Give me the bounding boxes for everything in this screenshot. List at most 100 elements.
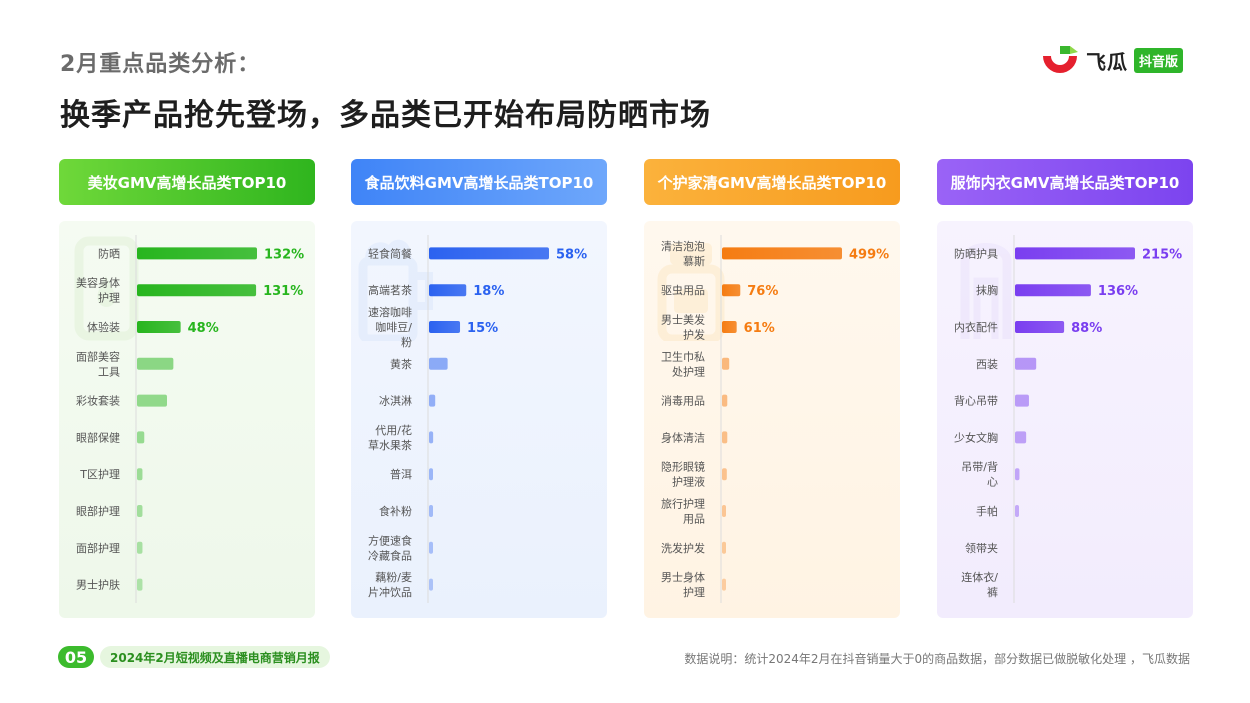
dress-watermark-icon	[960, 243, 1012, 339]
category-label: 吊带/背心	[961, 460, 998, 489]
category-label: 旅行护理用品	[661, 497, 705, 526]
logo-badge: 抖音版	[1134, 47, 1184, 73]
bar	[429, 284, 467, 297]
bar	[137, 284, 257, 297]
data-label: 136%	[1098, 284, 1138, 299]
bar	[429, 578, 433, 591]
data-label: 215%	[1142, 247, 1182, 262]
bar	[722, 394, 728, 407]
panel-food: 食品饮料GMV高增长品类TOP10 轻食简餐 58% 高端茗茶 18% 速溶咖啡咖啡豆/…	[351, 159, 607, 620]
bar	[137, 247, 257, 260]
category-label: 食补粉	[379, 504, 412, 518]
chart-area: 防晒护具 215% 抹胸 136% 内衣配件 88% 西装 背心吊带 少女文胸 吊带/背心 手帕 领带…	[937, 221, 1193, 618]
bar	[722, 578, 726, 591]
data-label: 61%	[744, 321, 775, 336]
chart-area: 防晒 132% 美容身体护理 131% 体验装 48% 面部美容工具 彩妆套装 眼部保健 T区护理…	[59, 221, 315, 618]
category-label: 清洁泡泡慕斯	[661, 239, 705, 268]
personal-care-bar-chart: 清洁泡泡慕斯 499% 驱虫用品 76% 男士美发护发 61% 卫生巾私处护理消毒用品身体清…	[661, 235, 889, 603]
category-label: 体验装	[87, 320, 120, 334]
bar	[429, 541, 433, 554]
category-label: 藕粉/麦片冲饮品	[368, 571, 412, 599]
category-label: 高端茗茶	[368, 283, 412, 297]
bar	[722, 541, 726, 554]
category-label: 普洱	[390, 467, 412, 481]
bar	[137, 468, 143, 481]
panel-apparel: 服饰内衣GMV高增长品类TOP10 防晒护具 215% 抹胸 136% 内衣配件 88% 西…	[937, 159, 1193, 620]
page-headline: 换季产品抢先登场，多品类已开始布局防晒市场	[60, 98, 711, 133]
bar	[137, 321, 181, 333]
bar	[722, 431, 728, 444]
bar	[429, 431, 434, 444]
category-label: 男士美发护发	[661, 313, 705, 342]
category-label: 消毒用品	[661, 394, 705, 408]
category-label: 防晒	[98, 246, 120, 260]
bar	[429, 394, 436, 407]
category-label: 眼部护理	[76, 504, 120, 518]
report-name: 2024年2月短视频及直播电商营销月报	[100, 646, 330, 668]
chart-area: 清洁泡泡慕斯 499% 驱虫用品 76% 男士美发护发 61% 卫生巾私处护理 消毒用品 身体清…	[644, 221, 900, 618]
footer-report-tag: 05 2024年2月短视频及直播电商营销月报	[58, 646, 330, 668]
bar	[429, 321, 461, 333]
data-label: 131%	[263, 284, 303, 299]
jar-watermark-icon	[657, 243, 725, 341]
feigua-logo: 飞瓜 抖音版	[1040, 44, 1184, 76]
bar	[429, 357, 448, 370]
category-label: 代用/花草水果茶	[368, 424, 412, 452]
category-label: 男士身体护理	[661, 570, 705, 599]
bar	[722, 247, 842, 260]
bottle-watermark-icon	[74, 236, 139, 341]
bar	[137, 431, 145, 444]
data-label: 58%	[556, 247, 587, 262]
bar	[429, 468, 433, 481]
panel-beauty: 美妆GMV高增长品类TOP10 防晒 132% 美容身体护理 131% 体验装 48% 面部…	[59, 159, 315, 620]
panel-personal-care: 个护家清GMV高增长品类TOP10 清洁泡泡慕斯 499% 驱虫用品 76% 男士美发护…	[644, 159, 900, 620]
bar	[1015, 321, 1065, 333]
logo-text: 飞瓜	[1086, 49, 1128, 74]
data-label: 15%	[467, 321, 498, 336]
panel-header: 个护家清GMV高增长品类TOP10	[644, 159, 900, 205]
bar	[137, 394, 167, 407]
data-label: 76%	[747, 284, 778, 299]
section-subtitle: 2月重点品类分析：	[60, 52, 261, 77]
data-label: 499%	[849, 247, 889, 262]
chart-area: 轻食简餐 58% 高端茗茶 18% 速溶咖啡咖啡豆/粉 15% 黄茶 冰淇淋 代用/花草水果茶普…	[351, 221, 607, 618]
food-bar-chart: 轻食简餐 58% 高端茗茶 18% 速溶咖啡咖啡豆/粉 15% 黄茶冰淇淋代用/花草水果茶普…	[368, 235, 587, 603]
category-label: 隐形眼镜护理液	[661, 460, 705, 489]
panel-header: 食品饮料GMV高增长品类TOP10	[351, 159, 607, 205]
category-label: 领带夹	[965, 542, 998, 555]
feigua-logo-icon	[1043, 46, 1078, 73]
category-label: T区护理	[79, 467, 120, 481]
category-label: 西装	[976, 358, 998, 371]
category-label: 轻食简餐	[368, 246, 412, 260]
bar	[1015, 357, 1037, 370]
category-label: 黄茶	[390, 357, 412, 371]
category-label: 防晒护具	[954, 246, 998, 260]
data-label: 88%	[1071, 321, 1102, 336]
category-label: 内衣配件	[954, 320, 998, 334]
category-label: 美容身体护理	[76, 276, 120, 305]
category-label: 卫生巾私处护理	[661, 349, 705, 378]
bar	[1015, 284, 1091, 297]
bar	[722, 468, 727, 481]
category-label: 男士护肤	[76, 578, 120, 592]
data-note: 数据说明：统计2024年2月在抖音销量大于0的商品数据，部分数据已做脱敏化处理 …	[684, 652, 1190, 666]
category-label: 驱虫用品	[661, 284, 705, 297]
bar	[1015, 505, 1019, 517]
bar	[1015, 468, 1020, 481]
bar	[1015, 247, 1135, 260]
category-label: 眼部保健	[76, 430, 120, 444]
category-label: 手帕	[976, 504, 998, 518]
bar	[429, 247, 549, 260]
category-label: 连体衣/裤	[961, 570, 998, 599]
bar	[722, 284, 741, 297]
category-label: 冰淇淋	[379, 395, 412, 408]
category-label: 洗发护发	[661, 541, 705, 555]
bar	[429, 505, 433, 517]
data-label: 132%	[264, 247, 304, 262]
bar	[137, 357, 174, 370]
bar	[722, 357, 730, 370]
bar	[1015, 431, 1027, 444]
apparel-bar-chart: 防晒护具 215% 抹胸 136% 内衣配件 88% 西装背心吊带少女文胸吊带/背心手帕领带…	[954, 235, 1182, 603]
bar	[137, 505, 143, 517]
